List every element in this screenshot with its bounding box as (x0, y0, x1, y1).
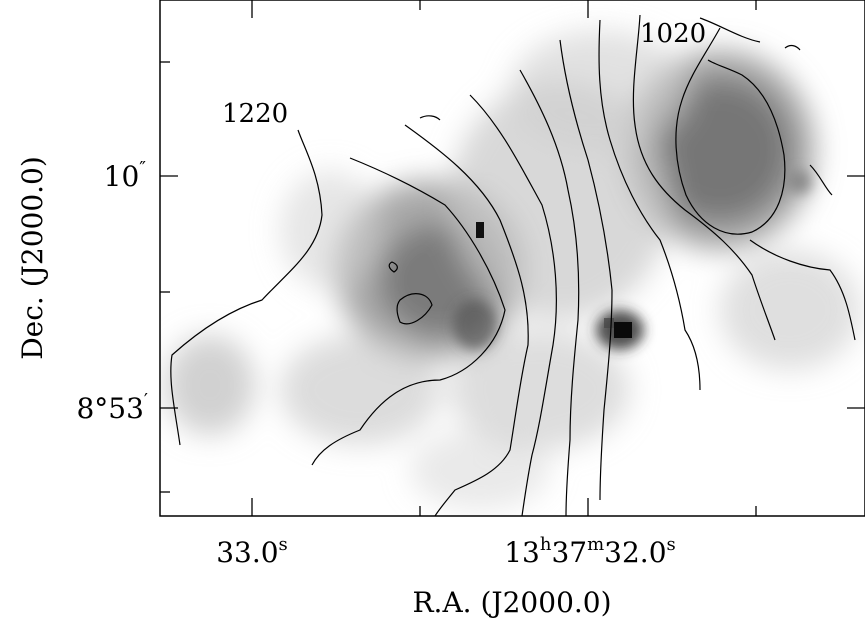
contour-line (598, 19, 701, 391)
contour-line (699, 17, 761, 43)
contour-line (519, 69, 580, 516)
contour-label: 1020 (640, 19, 706, 49)
contour-line (559, 39, 613, 501)
plot-frame (159, 0, 865, 517)
contour-line (388, 261, 398, 273)
grayscale-image (165, 30, 860, 510)
contour-line (469, 94, 557, 516)
x-tick-label: 33.0s (216, 534, 288, 569)
y-tick-label: 8°53′ (76, 390, 148, 425)
contour-line (675, 27, 786, 235)
y-tick-label: 10″ (104, 158, 147, 193)
axis-ticks (160, 0, 865, 516)
velocity-contours (170, 14, 856, 516)
contour-line (749, 239, 856, 341)
contour-line (784, 44, 801, 51)
contour-line (404, 124, 529, 516)
contour-line (419, 115, 441, 121)
contour-line (311, 157, 506, 466)
contour-label: 1220 (222, 99, 288, 129)
contour-line (170, 129, 323, 446)
contour-line (396, 293, 433, 325)
contour-line (632, 14, 776, 341)
x-tick-label: 13h37m32.0s (504, 534, 676, 569)
y-axis-title: Dec. (J2000.0) (16, 156, 49, 360)
contour-line (809, 164, 833, 196)
x-axis-title: R.A. (J2000.0) (412, 586, 611, 619)
